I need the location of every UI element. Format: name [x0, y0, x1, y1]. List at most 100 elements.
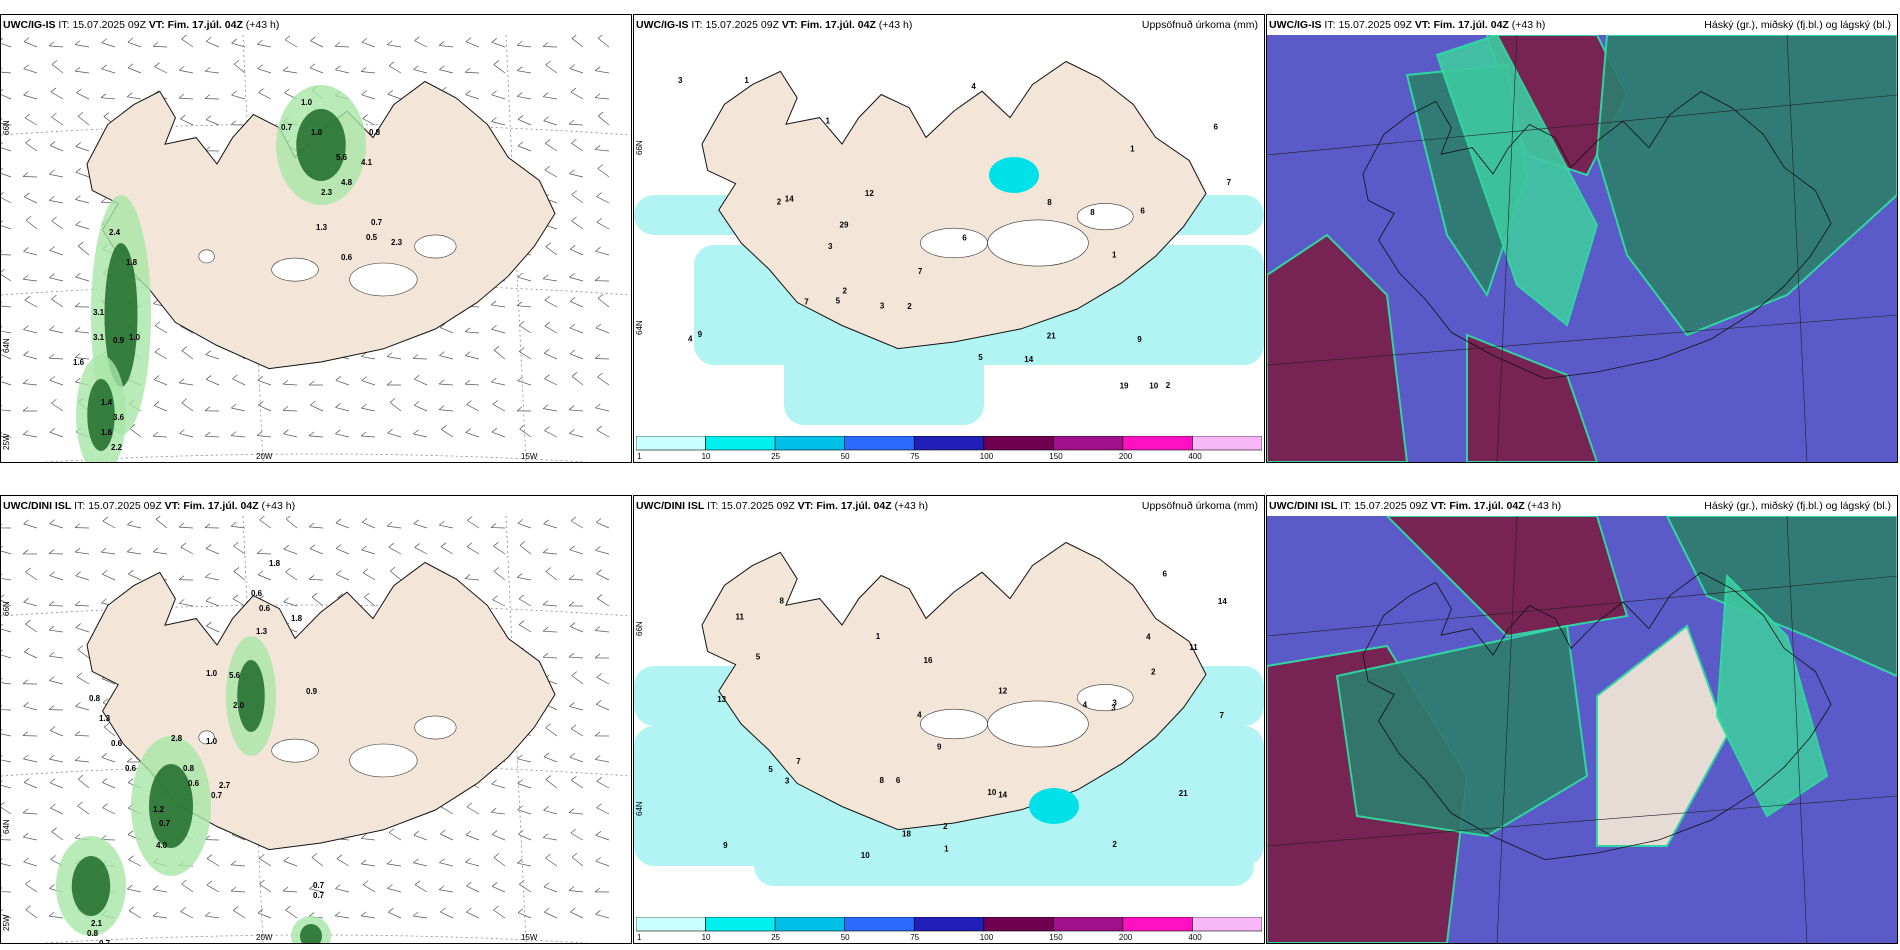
- wind-barb: [335, 433, 350, 438]
- wind-barb-flag: [595, 518, 602, 523]
- wind-barb-flag: [465, 428, 471, 433]
- wind-barb-flag: [491, 882, 498, 887]
- wind-barb-flag: [101, 64, 107, 70]
- wind-barb-flag: [388, 542, 394, 548]
- precip-number: 16: [924, 656, 933, 665]
- wind-barb-flag: [48, 601, 55, 606]
- wind-barb-flag: [1, 754, 3, 757]
- wind-barb-flag: [75, 168, 82, 173]
- wind-barb: [517, 276, 532, 282]
- wind-barb-flag: [1, 705, 3, 707]
- wind-barb-flag: [127, 37, 134, 43]
- wind-barb-flag: [51, 398, 57, 404]
- wind-barb: [25, 219, 38, 230]
- wind-barb: [335, 522, 350, 529]
- wind-barb-flag: [518, 347, 525, 352]
- wind-barb: [49, 782, 64, 789]
- axis-label: 25W: [2, 433, 11, 450]
- glacier: [198, 249, 215, 264]
- wind-barb-flag: [519, 541, 526, 546]
- wind-barb: [153, 45, 168, 48]
- wind-barb: [544, 911, 558, 919]
- wind-barb-flag: [25, 905, 32, 910]
- wind-barb: [310, 404, 324, 412]
- wind-barb-flag: [362, 880, 369, 885]
- wind-barb: [75, 760, 90, 763]
- wind-barb-flag: [285, 905, 291, 911]
- wind-barb-flag: [233, 59, 240, 65]
- wind-barb-flag: [596, 803, 602, 808]
- wind-barb-flag: [310, 36, 316, 42]
- wind-barb: [77, 115, 90, 126]
- wind-barb-flag: [282, 406, 289, 411]
- wind-barb-flag: [204, 431, 211, 437]
- wind-barb: [128, 910, 142, 919]
- legend-swatch: [844, 435, 915, 451]
- wind-barb: [50, 91, 64, 100]
- cloud-layer: [1435, 33, 1599, 327]
- wind-barb-flag: [180, 114, 186, 120]
- precip-number: 21: [1047, 332, 1056, 341]
- wind-barb-flag: [1, 594, 5, 598]
- wind-barb: [517, 862, 532, 867]
- wind-barb-flag: [1, 623, 3, 626]
- wind-barb-flag: [519, 321, 525, 326]
- wind-barb-flag: [387, 884, 393, 889]
- wind-barb: [517, 912, 532, 919]
- wind-barb-flag: [1, 220, 3, 223]
- precip-label: 0.7: [211, 791, 223, 800]
- legend-tick: 1: [637, 452, 642, 460]
- wind-barb-flag: [517, 573, 523, 578]
- precip-number: 5: [836, 296, 841, 305]
- wind-barb-flag: [49, 778, 56, 784]
- precip-area-heavy: [300, 924, 322, 943]
- wind-barb: [413, 69, 428, 74]
- precip-numbers: 4239214567381011914141613121011738211856…: [717, 570, 1227, 861]
- wind-barb: [569, 433, 584, 438]
- wind-barb: [77, 805, 90, 815]
- wind-barb-flag: [386, 380, 393, 386]
- wind-barb-flag: [571, 190, 577, 195]
- wind-barb: [23, 41, 38, 48]
- legend-tick: 50: [841, 452, 850, 460]
- wind-barb: [101, 42, 116, 48]
- longitude-line: [505, 34, 527, 462]
- wind-barb-flag: [360, 834, 367, 839]
- wind-barb: [335, 407, 350, 412]
- wind-barb-flag: [74, 66, 81, 72]
- wind-barb: [335, 45, 350, 48]
- precip-label: 1.4: [101, 398, 113, 407]
- wind-barb-flag: [570, 87, 577, 93]
- wind-barb-flag: [22, 172, 29, 177]
- wind-barb: [49, 431, 64, 438]
- wind-barb-flag: [595, 546, 601, 551]
- wind-barb: [1, 759, 12, 763]
- wind-barb: [519, 325, 532, 334]
- wind-barb-flag: [178, 575, 185, 581]
- wind-barb-flag: [517, 779, 523, 784]
- glacier: [1076, 684, 1134, 712]
- wind-barb-flag: [204, 94, 211, 99]
- wind-barb: [335, 379, 350, 386]
- wind-barb: [103, 726, 116, 737]
- precip-area-heavy: [237, 660, 265, 732]
- wind-barb-flag: [545, 242, 551, 247]
- wind-barb-flag: [413, 65, 419, 70]
- wind-barb-flag: [544, 165, 551, 171]
- precip-area-heavy: [104, 243, 138, 387]
- wind-barb: [1, 733, 12, 737]
- wind-barb-flag: [155, 515, 162, 520]
- wind-barb-flag: [77, 241, 84, 247]
- precip-label: 0.8: [183, 764, 195, 773]
- wind-barb-flag: [25, 138, 31, 144]
- wind-barb: [102, 807, 116, 815]
- wind-barb: [543, 120, 558, 126]
- wind-barb: [1, 785, 12, 789]
- glacier: [271, 257, 319, 282]
- precip-number: 14: [1218, 597, 1227, 606]
- wind-barb: [205, 70, 220, 74]
- wind-barb-flag: [595, 700, 602, 705]
- wind-barb-flag: [206, 854, 213, 859]
- wind-barb-flag: [517, 115, 524, 120]
- wind-barb: [179, 382, 194, 386]
